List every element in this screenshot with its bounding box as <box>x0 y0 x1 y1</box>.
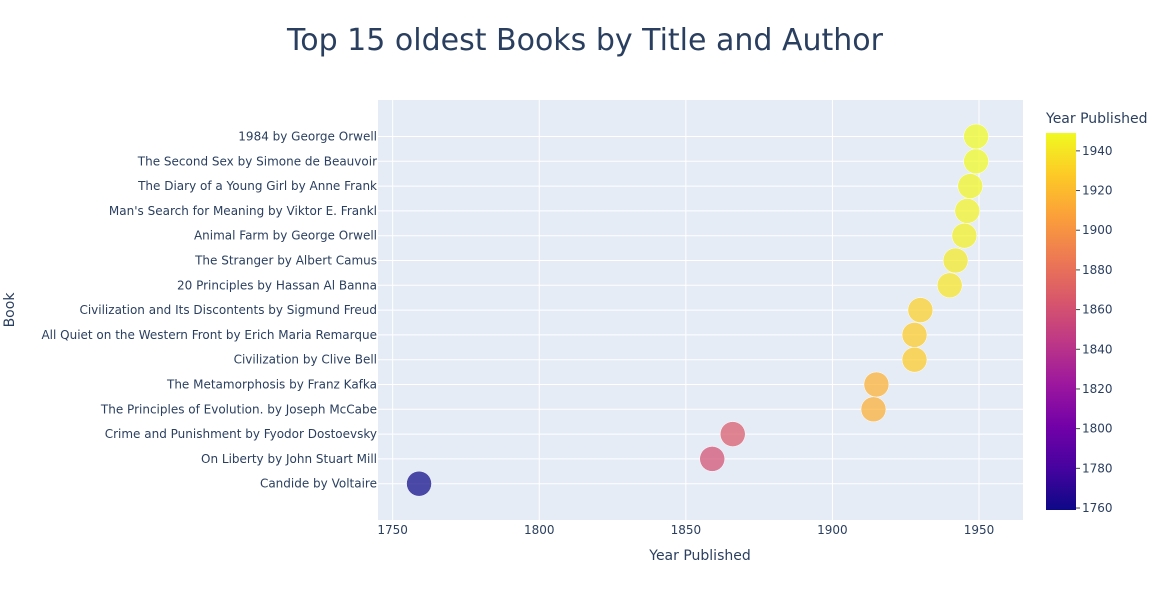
colorbar-tick-label: 1900 <box>1082 223 1113 237</box>
data-point[interactable] <box>720 421 746 447</box>
colorbar: Year Published 1760178018001820184018601… <box>1045 111 1148 515</box>
y-tick-label: Animal Farm by George Orwell <box>194 229 377 243</box>
colorbar-tick-label: 1920 <box>1082 184 1113 198</box>
data-point[interactable] <box>954 198 981 224</box>
y-tick-label: Civilization by Clive Bell <box>234 353 377 367</box>
data-point[interactable] <box>936 272 963 299</box>
y-axis-title: Book <box>2 292 18 328</box>
data-point[interactable] <box>963 148 989 175</box>
data-point[interactable] <box>951 222 978 249</box>
chart-title: Top 15 oldest Books by Title and Author <box>286 23 884 58</box>
colorbar-tick-label: 1820 <box>1082 382 1113 396</box>
colorbar-tick-label: 1760 <box>1082 501 1113 515</box>
data-point[interactable] <box>942 247 969 274</box>
x-axis-ticks: 1750 1800 1850 1900 1950 <box>377 523 994 537</box>
colorbar-tick-label: 1800 <box>1082 422 1113 436</box>
y-tick-label: Man's Search for Meaning by Viktor E. Fr… <box>109 204 377 218</box>
x-tick-label: 1800 <box>524 523 555 537</box>
colorbar-tick-label: 1840 <box>1082 342 1113 356</box>
y-tick-label: On Liberty by John Stuart Mill <box>201 452 377 466</box>
y-tick-label: All Quiet on the Western Front by Erich … <box>41 328 377 342</box>
colorbar-tick-label: 1940 <box>1082 144 1113 158</box>
y-tick-label: Candide by Voltaire <box>260 477 377 491</box>
colorbar-ticks: 1760 1780 1800 1820 1840 1860 1880 1900 1920 1940 <box>1076 144 1113 515</box>
data-point[interactable] <box>863 371 890 398</box>
data-points <box>406 123 989 497</box>
y-tick-label: 1984 by George Orwell <box>238 130 377 144</box>
data-point[interactable] <box>957 173 983 199</box>
y-axis-ticks: Candide by Voltaire On Liberty by John St… <box>41 130 377 491</box>
colorbar-tick-label: 1860 <box>1082 303 1113 317</box>
data-point[interactable] <box>901 322 928 348</box>
colorbar-tick-label: 1780 <box>1082 461 1113 475</box>
data-point[interactable] <box>901 346 928 373</box>
colorbar-tick-label: 1880 <box>1082 263 1113 277</box>
y-tick-label: The Metamorphosis by Franz Kafka <box>166 378 377 392</box>
data-point[interactable] <box>907 297 934 323</box>
x-tick-label: 1850 <box>671 523 702 537</box>
y-tick-label: 20 Principles by Hassan Al Banna <box>177 278 377 292</box>
data-point[interactable] <box>963 123 989 150</box>
y-tick-label: The Stranger by Albert Camus <box>194 254 377 268</box>
colorbar-title: Year Published <box>1045 111 1148 127</box>
colorbar-gradient <box>1046 133 1076 510</box>
data-point[interactable] <box>699 446 725 472</box>
y-tick-label: Civilization and Its Discontents by Sigm… <box>79 303 377 317</box>
x-axis-title: Year Published <box>648 548 751 564</box>
x-tick-label: 1950 <box>964 523 995 537</box>
x-tick-label: 1900 <box>817 523 848 537</box>
y-tick-label: The Principles of Evolution. by Joseph M… <box>100 402 377 416</box>
data-point[interactable] <box>860 396 887 423</box>
data-point[interactable] <box>406 470 432 497</box>
x-tick-label: 1750 <box>377 523 408 537</box>
y-tick-label: The Second Sex by Simone de Beauvoir <box>137 154 377 168</box>
y-tick-label: Crime and Punishment by Fyodor Dostoevsk… <box>105 427 377 441</box>
y-tick-label: The Diary of a Young Girl by Anne Frank <box>137 179 377 193</box>
